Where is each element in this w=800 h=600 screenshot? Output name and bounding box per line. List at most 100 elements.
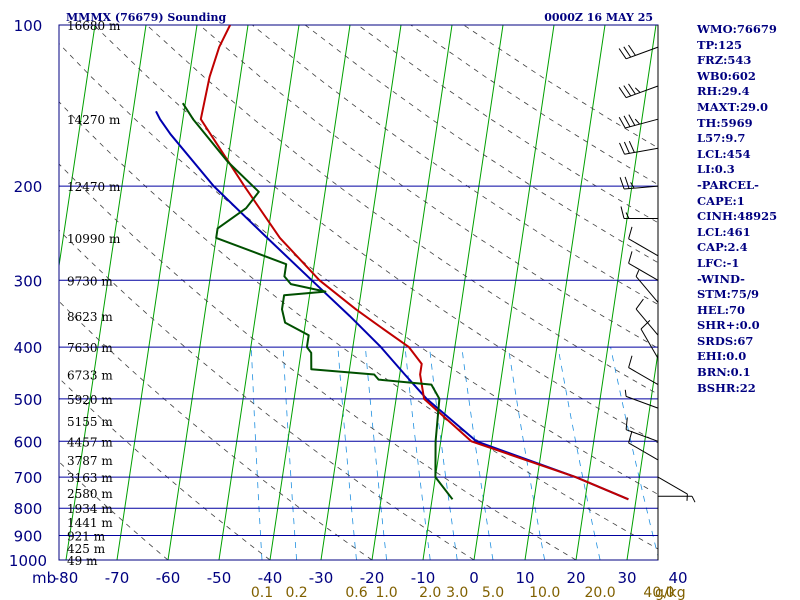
height-label: 9730 m: [67, 274, 113, 288]
pressure-tick-label: 300: [14, 272, 43, 290]
mixing-ratio-axis-labels: 0.1 0.2 0.6 1.0 2.0 3.0 5.0 10.0 20.0 40.0: [251, 585, 675, 600]
height-label: 49 m: [67, 554, 98, 568]
height-label: 3163 m: [67, 471, 113, 485]
isotherm-line: [116, 25, 198, 560]
wind-barb: [628, 251, 659, 281]
height-label: 12470 m: [67, 180, 121, 194]
mixing-ratio-tick-label: 10.0: [529, 585, 560, 600]
temperature-tick-label: -50: [207, 569, 232, 587]
isotherm-line: [218, 25, 300, 560]
stat-entry: TH:5969: [697, 115, 753, 130]
wind-barb: [628, 430, 659, 461]
wind-barb-column: [618, 25, 696, 560]
temperature-tick-label: -30: [309, 569, 334, 587]
isotherm-line: [320, 25, 402, 560]
stat-entry: RH:29.4: [697, 84, 750, 99]
isotherm-line: [524, 25, 606, 560]
mixing-ratio-line: [250, 347, 263, 560]
sounding-profiles: [155, 25, 629, 501]
temperature-profile: [199, 25, 629, 501]
dry-adiabat-line: [59, 42, 658, 495]
temperature-tick-label: -60: [156, 569, 181, 587]
dry-adiabat-line: [59, 163, 577, 560]
dry-adiabat-lines: [59, 25, 658, 560]
wind-barb: [640, 320, 659, 359]
temperature-tick-label: -20: [360, 569, 385, 587]
wind-barb: [628, 355, 659, 386]
stat-entry: CAP:2.4: [697, 240, 748, 255]
mixing-ratio-tick-label: 0.2: [285, 585, 307, 600]
wind-barb: [620, 206, 658, 219]
mixing-ratio-line: [507, 347, 546, 560]
height-label: 1934 m: [67, 502, 113, 516]
mixing-ratio-line: [282, 347, 297, 560]
temperature-axis-labels: -80 -70 -60 -50 -40 -30 -20 -10 0 10 20 30 40: [54, 569, 688, 587]
height-label: 921 m: [67, 530, 106, 544]
dry-adiabat-line: [93, 25, 658, 444]
height-label: 14270 m: [67, 113, 121, 127]
isotherm-line: [59, 25, 96, 270]
sounding-indices-panel: WMO:76679 TP:125 FRZ:543 WB0:602 RH:29.4 MAXT…: [697, 22, 797, 396]
height-label: 6733 m: [67, 369, 113, 383]
mixing-ratio-tick-label: 5.0: [482, 585, 504, 600]
stat-entry: BSHR:22: [697, 380, 756, 395]
mixing-ratio-line: [610, 347, 658, 558]
isotherm-lines: [59, 25, 658, 560]
pressure-unit-label: mb: [32, 569, 56, 587]
height-label: 10990 m: [67, 232, 121, 246]
pressure-tick-label: 100: [14, 17, 43, 35]
height-label: 4457 m: [67, 435, 113, 449]
stat-entry: CINH:48925: [697, 209, 778, 224]
pressure-tick-label: 200: [14, 178, 43, 196]
mixing-ratio-tick-label: 20.0: [585, 585, 616, 600]
height-label: 425 m: [67, 542, 106, 556]
stat-entry: MAXT:29.0: [697, 99, 768, 114]
wind-barb: [618, 44, 659, 60]
pressure-tick-label: 400: [14, 339, 43, 357]
mixing-ratio-tick-label: 40.0: [643, 585, 674, 600]
mixing-ratio-tick-label: 0.6: [345, 585, 367, 600]
pressure-axis-labels: 100 200 300 400 500 600 700 800 900 1000: [9, 17, 47, 570]
mixing-ratio-line: [429, 347, 458, 560]
height-label: 8623 m: [67, 310, 113, 324]
temperature-tick-label: 30: [617, 569, 636, 587]
stat-entry: SRDS:67: [697, 333, 754, 348]
stat-entry: BRN:0.1: [697, 365, 751, 380]
temperature-tick-label: 0: [469, 569, 479, 587]
isotherm-line: [626, 349, 658, 560]
mixing-ratio-lines: [250, 347, 658, 560]
temperature-tick-label: -40: [258, 569, 283, 587]
wind-barb: [658, 495, 696, 503]
isotherm-line: [65, 25, 147, 560]
wind-barb: [635, 298, 659, 336]
height-label: 3787 m: [67, 454, 113, 468]
wind-barb: [619, 176, 659, 190]
wind-barb: [628, 226, 659, 257]
wind-barb: [635, 270, 659, 303]
temperature-tick-label: -70: [105, 569, 130, 587]
wind-barb: [619, 140, 659, 155]
mixing-ratio-line: [365, 347, 387, 560]
dewpoint-profile: [181, 102, 454, 500]
stat-entry: SHR+:0.0: [697, 318, 760, 333]
dry-adiabat-line: [59, 377, 271, 560]
isotherm-line: [473, 25, 555, 560]
temperature-tick-label: 20: [566, 569, 585, 587]
parcel-trace: [155, 110, 629, 501]
stat-entry: CAPE:1: [697, 193, 745, 208]
height-label: 1441 m: [67, 516, 113, 530]
stat-entry: -WIND-: [697, 271, 745, 286]
pressure-tick-label: 700: [14, 469, 43, 487]
stat-entry: STM:75/9: [697, 287, 760, 302]
height-label: 7630 m: [67, 341, 113, 355]
stat-entry: TP:125: [697, 37, 743, 52]
valid-time: 0000Z 16 MAY 25: [544, 11, 653, 24]
stat-entry: HEL:70: [697, 302, 745, 317]
wind-barb: [618, 83, 659, 99]
wind-barb: [625, 417, 659, 442]
mixing-ratio-tick-label: 2.0: [419, 585, 441, 600]
wind-barb: [618, 114, 659, 129]
mixing-ratio-line: [461, 347, 494, 560]
stat-entry: EHI:0.0: [697, 349, 747, 364]
